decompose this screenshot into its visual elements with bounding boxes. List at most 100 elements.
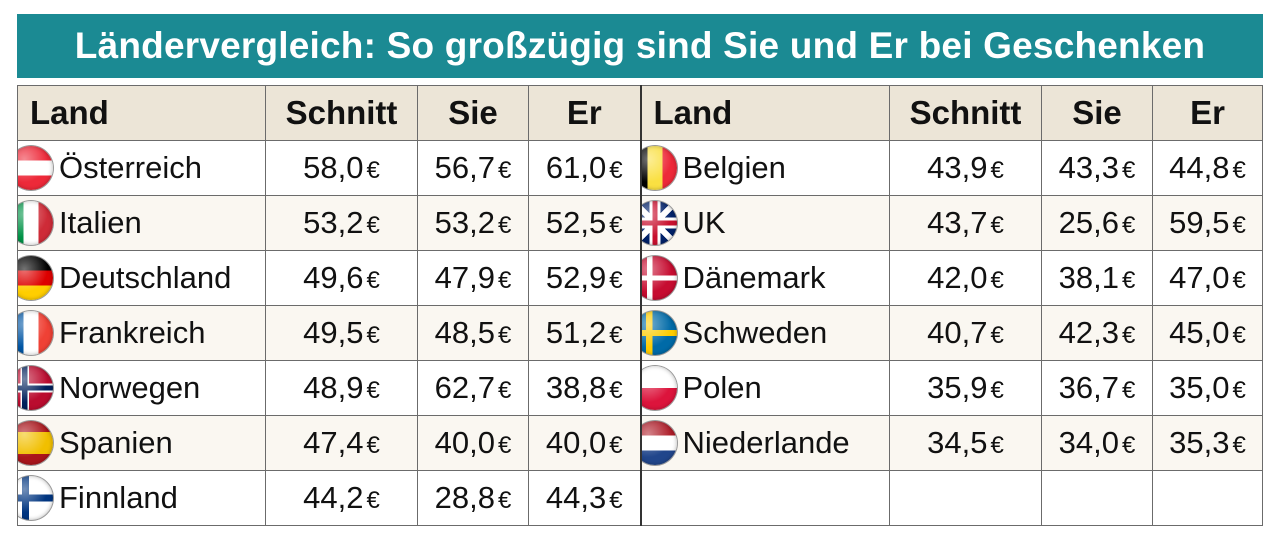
table-row: Finnland 44,2 €28,8 €44,3 € bbox=[17, 470, 640, 526]
table-right: Land Schnitt Sie Er Belgien 43,9 €43,3 €44,… bbox=[641, 85, 1263, 526]
schnitt-cell: 43,9 € bbox=[889, 140, 1042, 196]
schnitt-cell-value: 44,2 bbox=[303, 480, 364, 515]
sie-cell-value: 42,3 bbox=[1058, 315, 1119, 350]
table-row: Schweden 40,7 €42,3 €45,0 € bbox=[641, 305, 1263, 361]
sie-cell: 62,7 € bbox=[417, 360, 529, 416]
header-schnitt: Schnitt bbox=[265, 85, 418, 141]
country-cell: Österreich bbox=[17, 140, 266, 196]
er-cell: 52,9 € bbox=[528, 250, 640, 306]
tables-container: Land Schnitt Sie Er Österreich 58,0 €56,7 €… bbox=[17, 85, 1263, 526]
schnitt-cell-value: 58,0 bbox=[303, 150, 364, 185]
schnitt-cell: 43,7 € bbox=[889, 195, 1042, 251]
euro-sign: € bbox=[990, 322, 1004, 349]
euro-sign: € bbox=[497, 157, 512, 184]
country-name: Finnland bbox=[59, 480, 178, 515]
empty-land-cell bbox=[641, 470, 890, 526]
country-cell: Schweden bbox=[641, 305, 890, 361]
euro-sign: € bbox=[497, 377, 512, 404]
country-cell: Dänemark bbox=[641, 250, 890, 306]
country-cell: Niederlande bbox=[641, 415, 890, 471]
belgium-flag-icon bbox=[641, 146, 677, 190]
er-cell-value: 61,0 bbox=[545, 150, 607, 185]
euro-sign: € bbox=[1232, 212, 1246, 239]
euro-sign: € bbox=[609, 157, 623, 184]
euro-sign: € bbox=[609, 432, 623, 459]
country-name: UK bbox=[682, 205, 726, 240]
sie-cell-value: 34,0 bbox=[1058, 425, 1119, 460]
euro-sign: € bbox=[1121, 432, 1136, 459]
schnitt-cell-value: 43,9 bbox=[927, 150, 988, 185]
euro-sign: € bbox=[497, 322, 512, 349]
norway-flag-icon bbox=[18, 366, 53, 410]
euro-sign: € bbox=[990, 157, 1004, 184]
sie-cell-value: 40,0 bbox=[434, 425, 495, 460]
table-row: Spanien 47,4 €40,0 €40,0 € bbox=[17, 415, 640, 471]
table-row: Österreich 58,0 €56,7 €61,0 € bbox=[17, 140, 640, 196]
er-cell-value: 45,0 bbox=[1169, 315, 1230, 350]
er-cell: 61,0 € bbox=[528, 140, 640, 196]
country-cell: Deutschland bbox=[17, 250, 266, 306]
schnitt-cell-value: 48,9 bbox=[303, 370, 364, 405]
schnitt-cell: 48,9 € bbox=[265, 360, 418, 416]
er-cell-value: 52,9 bbox=[545, 260, 607, 295]
er-cell-value: 52,5 bbox=[545, 205, 607, 240]
header-er: Er bbox=[528, 85, 640, 141]
schnitt-cell: 35,9 € bbox=[889, 360, 1042, 416]
sie-cell: 42,3 € bbox=[1041, 305, 1153, 361]
euro-sign: € bbox=[497, 432, 512, 459]
header-sie: Sie bbox=[1041, 85, 1153, 141]
country-name: Italien bbox=[59, 205, 142, 240]
schnitt-cell-value: 43,7 bbox=[927, 205, 988, 240]
euro-sign: € bbox=[1121, 377, 1136, 404]
uk-flag-icon bbox=[641, 201, 677, 245]
sie-cell-value: 25,6 bbox=[1058, 205, 1119, 240]
country-cell: Norwegen bbox=[17, 360, 266, 416]
euro-sign: € bbox=[609, 322, 623, 349]
table-row: Norwegen 48,9 €62,7 €38,8 € bbox=[17, 360, 640, 416]
austria-flag-icon bbox=[18, 146, 53, 190]
er-cell: 45,0 € bbox=[1152, 305, 1263, 361]
spain-flag-icon bbox=[18, 421, 53, 465]
table-row: Polen 35,9 €36,7 €35,0 € bbox=[641, 360, 1263, 416]
er-cell: 47,0 € bbox=[1152, 250, 1263, 306]
empty-schnitt-cell bbox=[889, 470, 1042, 526]
country-name: Norwegen bbox=[59, 370, 201, 405]
sie-cell-value: 36,7 bbox=[1058, 370, 1119, 405]
netherlands-flag-icon bbox=[641, 421, 677, 465]
euro-sign: € bbox=[366, 157, 380, 184]
schnitt-cell: 42,0 € bbox=[889, 250, 1042, 306]
euro-sign: € bbox=[609, 267, 623, 294]
euro-sign: € bbox=[1232, 157, 1246, 184]
finland-flag-icon bbox=[18, 476, 53, 520]
schnitt-cell: 47,4 € bbox=[265, 415, 418, 471]
er-cell-value: 35,0 bbox=[1169, 370, 1230, 405]
country-name: Schweden bbox=[682, 315, 828, 350]
country-cell: Italien bbox=[17, 195, 266, 251]
header-land: Land bbox=[17, 85, 266, 141]
euro-sign: € bbox=[1121, 322, 1136, 349]
er-cell: 38,8 € bbox=[528, 360, 640, 416]
sie-cell-value: 47,9 bbox=[434, 260, 495, 295]
sie-cell: 47,9 € bbox=[417, 250, 529, 306]
euro-sign: € bbox=[990, 212, 1004, 239]
schnitt-cell-value: 34,5 bbox=[927, 425, 988, 460]
er-cell: 40,0 € bbox=[528, 415, 640, 471]
header-er: Er bbox=[1152, 85, 1263, 141]
euro-sign: € bbox=[990, 377, 1004, 404]
er-cell-value: 38,8 bbox=[545, 370, 607, 405]
sie-cell-value: 62,7 bbox=[434, 370, 495, 405]
euro-sign: € bbox=[1232, 322, 1246, 349]
sie-cell-value: 48,5 bbox=[434, 315, 495, 350]
schnitt-cell-value: 35,9 bbox=[927, 370, 988, 405]
header-land: Land bbox=[641, 85, 890, 141]
country-name: Frankreich bbox=[59, 315, 206, 350]
er-cell: 59,5 € bbox=[1152, 195, 1263, 251]
schnitt-cell-value: 49,5 bbox=[303, 315, 364, 350]
schnitt-cell: 53,2 € bbox=[265, 195, 418, 251]
table-row: Dänemark 42,0 €38,1 €47,0 € bbox=[641, 250, 1263, 306]
sie-cell: 36,7 € bbox=[1041, 360, 1153, 416]
italy-flag-icon bbox=[18, 201, 53, 245]
table-row bbox=[641, 470, 1263, 526]
country-cell: Polen bbox=[641, 360, 890, 416]
er-cell-value: 35,3 bbox=[1169, 425, 1230, 460]
